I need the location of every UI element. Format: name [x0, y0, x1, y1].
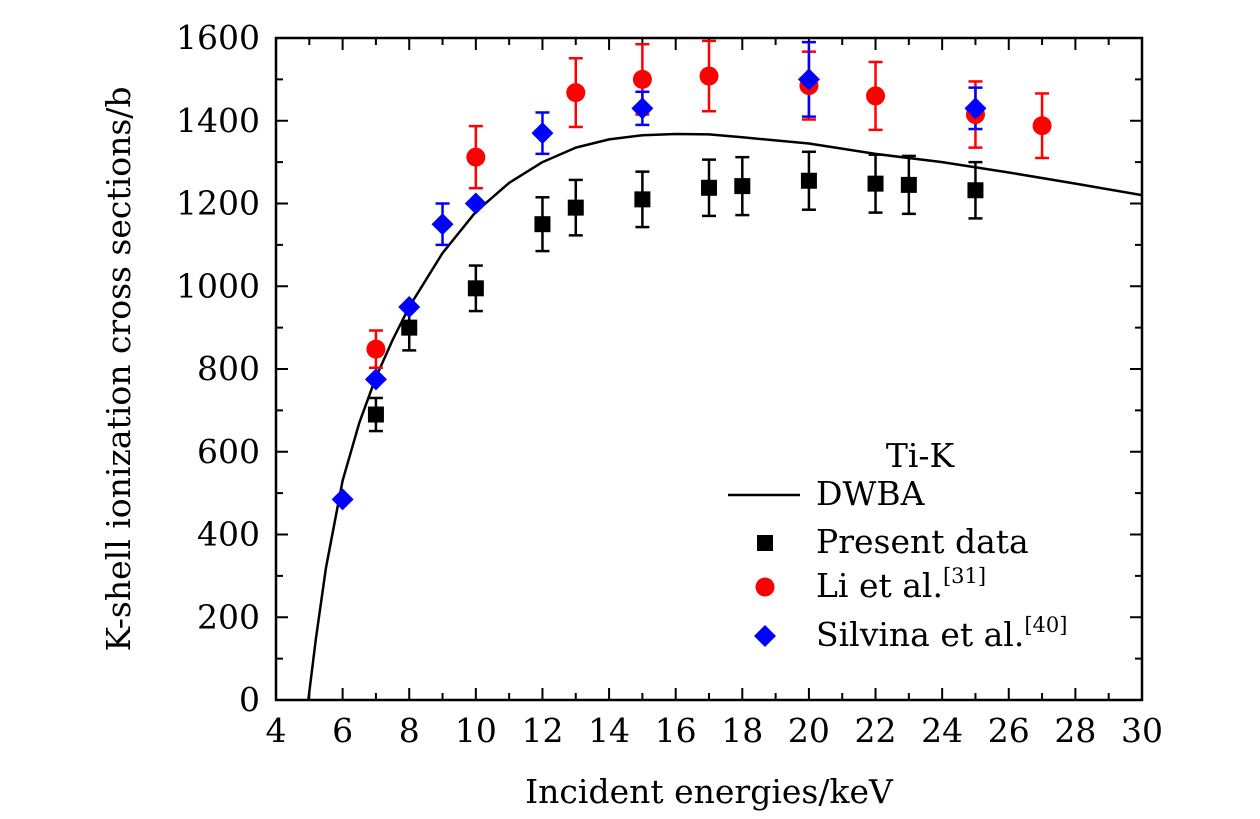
legend-label: Present data: [816, 522, 1029, 561]
legend-label: Silvina et al.[40]: [816, 613, 1067, 654]
present-data-point: [701, 179, 717, 196]
li-et-al-point: [866, 86, 886, 106]
legend-entry: Present data: [757, 522, 1029, 561]
legend-entry: Li et al.[31]: [755, 564, 986, 605]
x-tick-label: 24: [921, 711, 963, 750]
x-tick-label: 10: [455, 711, 497, 750]
x-tick-label: 28: [1054, 711, 1096, 750]
silvina-et-al-point: [797, 68, 820, 91]
present-data-point: [967, 182, 984, 199]
present-data-point: [800, 172, 817, 189]
silvina-et-al-point: [631, 97, 654, 120]
x-tick-label: 8: [399, 711, 420, 750]
y-tick-label: 400: [197, 515, 260, 554]
plot-frame: [274, 36, 1144, 702]
silvina-et-al-point: [964, 97, 987, 120]
curve-layer: [307, 132, 1142, 700]
li-et-al-point: [632, 69, 652, 89]
legend-label-superscript: [31]: [943, 564, 986, 588]
legend-marker: [755, 577, 775, 597]
axis-ticks: [275, 37, 1143, 701]
li-et-al-point: [699, 66, 719, 86]
y-tick-label: 600: [197, 432, 260, 471]
li-et-al-point: [1032, 116, 1052, 136]
legend-marker: [757, 535, 773, 551]
present-data-point: [734, 178, 751, 195]
y-tick-label: 1400: [176, 101, 260, 140]
x-tick-label: 30: [1121, 711, 1163, 750]
legend-label-superscript: [40]: [1024, 613, 1067, 637]
present-data-point: [534, 216, 551, 233]
y-axis-label: K-shell ionization cross sections/b: [99, 87, 138, 652]
legend-label: DWBA: [816, 474, 926, 513]
dwba-curve: [307, 132, 1142, 700]
x-tick-label: 16: [655, 711, 697, 750]
li-et-al-point: [366, 339, 386, 359]
x-tick-label: 22: [855, 711, 897, 750]
y-tick-label: 200: [197, 597, 260, 636]
li-et-al-point: [566, 83, 586, 103]
present-data-point: [401, 319, 418, 336]
legend-entry: Silvina et al.[40]: [754, 613, 1067, 654]
x-tick-label: 20: [788, 711, 830, 750]
x-tick-label: 18: [721, 711, 763, 750]
x-tick-label: 6: [332, 711, 353, 750]
present-data-point: [867, 175, 884, 192]
legend-entry: DWBA: [728, 474, 926, 513]
present-data-point: [900, 176, 917, 193]
present-data-point: [634, 191, 651, 208]
silvina-et-al-point: [464, 192, 487, 215]
x-tick-label: 14: [588, 711, 630, 750]
silvina-et-al-point: [531, 122, 554, 145]
tick-labels: 4 6 8 10 12 14 16 18 20 22 24 26 28 30 0 200 400 600 800 10…: [176, 18, 1163, 750]
legend-label: Li et al.[31]: [816, 564, 986, 605]
error-bar-layer: [368, 39, 1050, 433]
present-data-point: [467, 280, 484, 297]
silvina-et-al-point: [431, 213, 454, 236]
x-axis-label: Incident energies/keV: [525, 772, 894, 811]
present-data-point: [567, 199, 584, 216]
y-tick-label: 1600: [176, 18, 260, 57]
legend-marker: [754, 625, 776, 647]
li-et-al-point: [466, 147, 486, 167]
y-tick-label: 1000: [176, 266, 260, 305]
x-tick-label: 12: [521, 711, 563, 750]
y-tick-label: 800: [197, 349, 260, 388]
present-data-point: [367, 406, 384, 423]
y-tick-label: 1200: [176, 184, 260, 223]
y-tick-label: 0: [239, 680, 260, 719]
x-tick-label: 4: [266, 711, 287, 750]
silvina-et-al-point: [398, 295, 421, 318]
silvina-et-al-point: [331, 488, 354, 511]
silvina-et-al-point: [364, 368, 387, 391]
x-tick-label: 26: [988, 711, 1030, 750]
marker-layer: [331, 66, 1052, 511]
legend-title: Ti-K: [886, 436, 956, 475]
